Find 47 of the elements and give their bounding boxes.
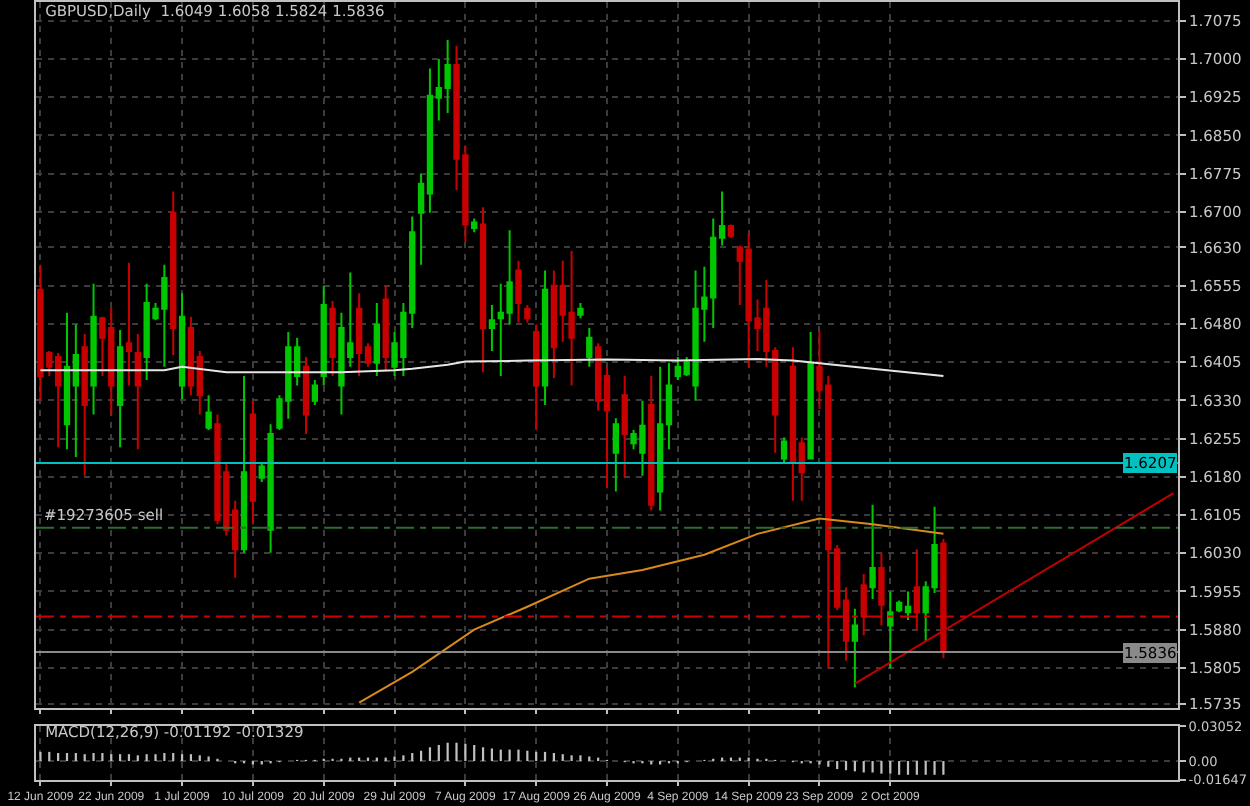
candlestick xyxy=(54,351,62,449)
candlestick xyxy=(515,259,522,324)
candlestick xyxy=(382,284,389,372)
candlestick xyxy=(524,304,531,324)
candlestick xyxy=(586,327,593,368)
candlestick xyxy=(355,292,363,377)
candlestick xyxy=(320,284,327,387)
candlestick xyxy=(373,302,380,377)
candlestick xyxy=(81,333,88,477)
candlestick xyxy=(90,282,97,416)
candlestick xyxy=(656,365,664,512)
candlestick xyxy=(851,607,859,689)
candlestick xyxy=(311,378,319,406)
candlestick xyxy=(479,206,487,374)
candlestick xyxy=(471,217,478,234)
candlestick xyxy=(37,263,44,402)
candlestick xyxy=(568,250,575,387)
candlestick xyxy=(170,190,177,356)
candlestick xyxy=(249,399,257,526)
candlestick xyxy=(550,269,558,379)
candlestick xyxy=(125,261,133,387)
candlestick xyxy=(577,302,584,320)
candlestick xyxy=(780,436,788,464)
candlestick xyxy=(267,423,274,554)
candlestick xyxy=(178,292,186,401)
candlestick xyxy=(488,304,496,352)
candlestick xyxy=(444,39,451,114)
candlestick xyxy=(116,329,124,449)
candlestick xyxy=(302,356,310,435)
candlestick xyxy=(63,311,71,451)
candlestick xyxy=(541,269,549,406)
line-series xyxy=(358,517,945,704)
candlestick xyxy=(727,223,735,239)
candlestick xyxy=(869,503,876,601)
candlestick xyxy=(621,374,628,479)
candlestick xyxy=(205,394,212,431)
candlestick xyxy=(648,374,655,512)
candlestick xyxy=(904,590,912,621)
candlestick xyxy=(134,333,141,451)
candlestick xyxy=(887,590,894,670)
line-series xyxy=(39,358,945,377)
candlestick xyxy=(612,417,620,493)
candlestick xyxy=(789,346,797,502)
candlestick xyxy=(533,323,540,431)
candlestick xyxy=(329,299,336,377)
candlestick xyxy=(240,374,248,554)
candlestick xyxy=(807,331,814,460)
